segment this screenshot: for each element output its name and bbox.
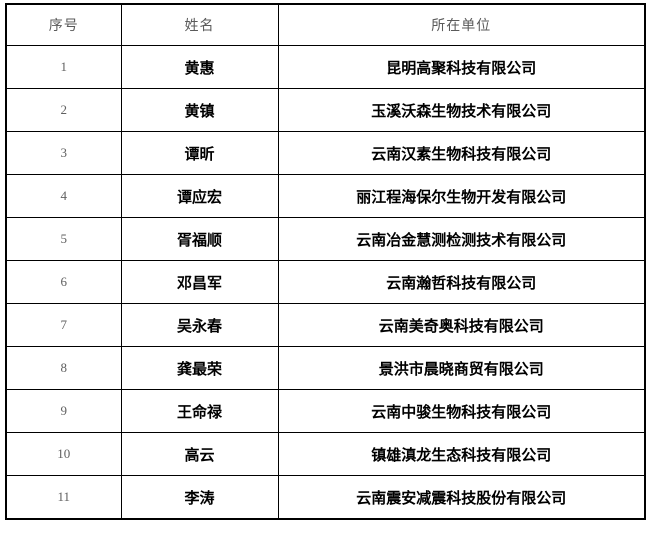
cell-index: 4 bbox=[5, 174, 122, 218]
cell-name: 李涛 bbox=[120, 475, 279, 520]
cell-org: 云南中骏生物科技有限公司 bbox=[277, 389, 646, 433]
cell-org: 云南冶金慧测检测技术有限公司 bbox=[277, 217, 646, 261]
header-org: 所在单位 bbox=[277, 3, 646, 46]
table-row: 7 吴永春 云南美奇奥科技有限公司 bbox=[5, 303, 646, 347]
cell-org: 丽江程海保尔生物开发有限公司 bbox=[277, 174, 646, 218]
cell-index: 6 bbox=[5, 260, 122, 304]
cell-index: 5 bbox=[5, 217, 122, 261]
cell-org: 云南汉素生物科技有限公司 bbox=[277, 131, 646, 175]
cell-index: 8 bbox=[5, 346, 122, 390]
roster-table: 序号 姓名 所在单位 1 黄惠 昆明高聚科技有限公司 2 黄镇 玉溪沃森生物技术有限公司 3… bbox=[5, 3, 646, 520]
cell-name: 王命禄 bbox=[120, 389, 279, 433]
cell-name: 谭昕 bbox=[120, 131, 279, 175]
cell-name: 邓昌军 bbox=[120, 260, 279, 304]
table-row: 4 谭应宏 丽江程海保尔生物开发有限公司 bbox=[5, 174, 646, 218]
cell-index: 11 bbox=[5, 475, 122, 520]
cell-org: 玉溪沃森生物技术有限公司 bbox=[277, 88, 646, 132]
cell-org: 镇雄滇龙生态科技有限公司 bbox=[277, 432, 646, 476]
table-row: 3 谭昕 云南汉素生物科技有限公司 bbox=[5, 131, 646, 175]
cell-org: 云南震安减震科技股份有限公司 bbox=[277, 475, 646, 520]
table-row: 6 邓昌军 云南瀚哲科技有限公司 bbox=[5, 260, 646, 304]
header-index: 序号 bbox=[5, 3, 122, 46]
cell-name: 黄惠 bbox=[120, 45, 279, 89]
header-name: 姓名 bbox=[120, 3, 279, 46]
cell-name: 龚最荣 bbox=[120, 346, 279, 390]
cell-name: 吴永春 bbox=[120, 303, 279, 347]
cell-index: 9 bbox=[5, 389, 122, 433]
cell-index: 1 bbox=[5, 45, 122, 89]
cell-name: 黄镇 bbox=[120, 88, 279, 132]
cell-index: 10 bbox=[5, 432, 122, 476]
header-row: 序号 姓名 所在单位 bbox=[5, 3, 646, 46]
table-row: 10 高云 镇雄滇龙生态科技有限公司 bbox=[5, 432, 646, 476]
cell-name: 高云 bbox=[120, 432, 279, 476]
cell-index: 7 bbox=[5, 303, 122, 347]
cell-name: 胥福顺 bbox=[120, 217, 279, 261]
cell-org: 云南美奇奥科技有限公司 bbox=[277, 303, 646, 347]
cell-org: 云南瀚哲科技有限公司 bbox=[277, 260, 646, 304]
cell-org: 昆明高聚科技有限公司 bbox=[277, 45, 646, 89]
cell-org: 景洪市晨晓商贸有限公司 bbox=[277, 346, 646, 390]
cell-index: 3 bbox=[5, 131, 122, 175]
table-row: 2 黄镇 玉溪沃森生物技术有限公司 bbox=[5, 88, 646, 132]
table-row: 1 黄惠 昆明高聚科技有限公司 bbox=[5, 45, 646, 89]
table-row: 8 龚最荣 景洪市晨晓商贸有限公司 bbox=[5, 346, 646, 390]
table-row: 11 李涛 云南震安减震科技股份有限公司 bbox=[5, 475, 646, 520]
table-row: 5 胥福顺 云南冶金慧测检测技术有限公司 bbox=[5, 217, 646, 261]
table-row: 9 王命禄 云南中骏生物科技有限公司 bbox=[5, 389, 646, 433]
cell-name: 谭应宏 bbox=[120, 174, 279, 218]
cell-index: 2 bbox=[5, 88, 122, 132]
